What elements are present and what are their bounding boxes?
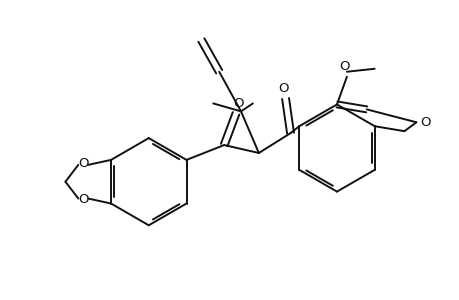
- Text: O: O: [78, 158, 88, 170]
- Text: O: O: [278, 82, 288, 95]
- Text: O: O: [232, 97, 243, 110]
- Text: O: O: [339, 60, 349, 73]
- Text: O: O: [419, 116, 430, 129]
- Text: O: O: [78, 193, 88, 206]
